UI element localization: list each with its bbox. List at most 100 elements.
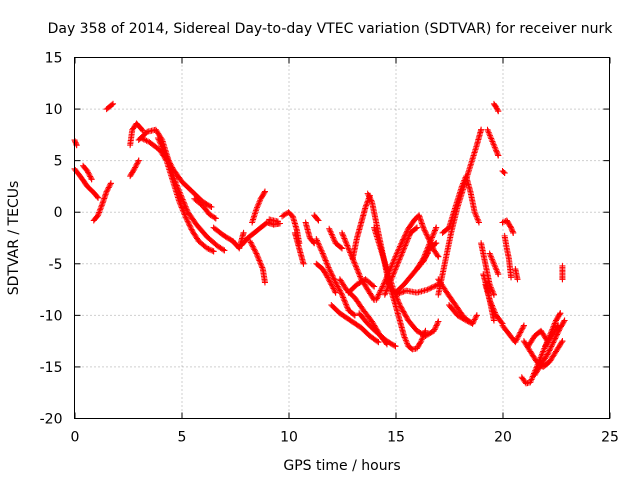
data-point: [334, 282, 341, 289]
y-tick-label: 10: [45, 102, 63, 118]
data-point: [251, 246, 258, 253]
data-point: [352, 262, 359, 269]
data-point: [154, 134, 161, 141]
data-point: [85, 170, 92, 177]
data-point: [362, 204, 369, 211]
series-track-20: [291, 229, 307, 267]
data-point: [188, 226, 195, 233]
data-point: [400, 288, 407, 295]
data-point: [431, 283, 438, 290]
y-tick-labels: -20 -15 -10 -5 0 5 10 15: [40, 51, 63, 428]
data-point: [86, 172, 93, 179]
y-tick-label: -10: [40, 308, 63, 324]
data-point: [487, 134, 494, 141]
data-point: [473, 313, 480, 320]
data-point: [335, 284, 342, 291]
data-point: [182, 203, 189, 210]
data-point: [209, 247, 216, 254]
data-point: [185, 219, 192, 226]
data-point: [495, 108, 502, 115]
data-point: [329, 282, 336, 289]
data-point: [364, 199, 371, 206]
data-point: [435, 318, 442, 325]
data-point: [354, 266, 361, 273]
data-point: [388, 274, 395, 281]
data-point: [473, 312, 480, 319]
data-point: [345, 245, 352, 252]
data-point: [328, 231, 335, 238]
data-point: [344, 304, 351, 311]
data-point: [402, 312, 409, 319]
data-point: [493, 148, 500, 155]
data-point: [247, 239, 254, 246]
data-point: [471, 209, 478, 216]
data-point: [325, 275, 332, 282]
data-point: [323, 258, 330, 265]
data-point: [327, 268, 334, 275]
data-point: [475, 219, 482, 226]
data-point: [162, 152, 169, 159]
data-point: [485, 129, 492, 136]
data-point: [341, 298, 348, 305]
y-tick-label: 15: [45, 51, 63, 67]
data-point: [509, 227, 516, 234]
data-point: [330, 285, 337, 292]
data-point: [342, 238, 349, 245]
data-point: [350, 311, 357, 318]
data-point: [550, 339, 557, 346]
data-point: [387, 266, 394, 273]
data-point: [400, 246, 407, 253]
data-point: [332, 289, 339, 296]
data-point: [387, 264, 394, 271]
data-point: [173, 181, 180, 188]
data-point: [392, 291, 399, 298]
data-point: [490, 260, 497, 267]
data-point: [319, 249, 326, 256]
data-point: [315, 217, 322, 224]
axis-ticks: [74, 57, 611, 419]
data-point: [344, 243, 351, 250]
data-point: [257, 197, 264, 204]
data-point: [389, 273, 396, 280]
data-point: [401, 245, 408, 252]
data-point: [391, 254, 398, 261]
data-point: [544, 351, 551, 358]
series-track-26: [328, 302, 382, 346]
data-point: [340, 295, 347, 302]
data-point: [179, 196, 186, 203]
data-point: [315, 241, 322, 248]
data-point: [328, 271, 335, 278]
series-track-30: [349, 192, 373, 262]
data-point: [399, 289, 406, 296]
data-point: [547, 346, 554, 353]
data-point: [321, 254, 328, 261]
data-point: [561, 317, 568, 324]
data-point: [420, 226, 427, 233]
data-point: [492, 265, 499, 272]
data-point: [434, 319, 441, 326]
series-track-35: [381, 224, 420, 298]
data-point: [163, 153, 170, 160]
series-track-16: [249, 188, 268, 226]
data-point: [549, 340, 556, 347]
series-track-42: [435, 276, 476, 327]
data-point: [396, 302, 403, 309]
data-point: [367, 196, 374, 203]
series-track-29: [345, 276, 378, 296]
data-point: [97, 205, 104, 212]
data-point: [424, 249, 431, 256]
data-point: [424, 232, 431, 239]
data-point: [548, 343, 555, 350]
data-point: [400, 308, 407, 315]
data-point: [486, 131, 493, 138]
data-point: [392, 265, 399, 272]
data-point: [134, 159, 141, 166]
data-point: [176, 189, 183, 196]
data-point: [324, 263, 331, 270]
data-point: [382, 288, 389, 295]
data-point: [520, 322, 527, 329]
data-point: [365, 192, 372, 199]
data-point: [95, 194, 102, 201]
data-point: [537, 354, 544, 361]
data-point: [487, 253, 494, 260]
